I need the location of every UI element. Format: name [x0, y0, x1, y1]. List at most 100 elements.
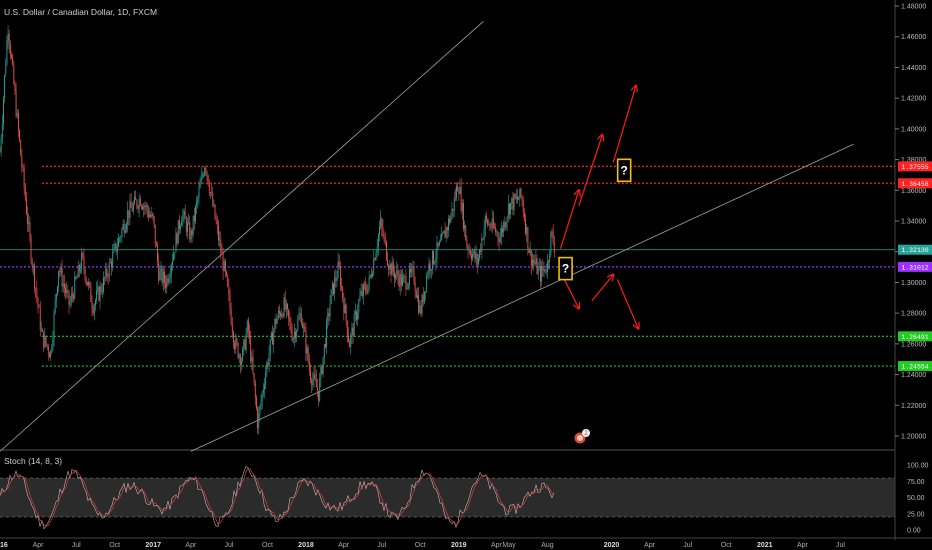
candle-body	[38, 306, 40, 308]
candle-body	[282, 314, 284, 317]
candle-body	[112, 252, 114, 268]
candle-body	[298, 316, 300, 320]
candle-body	[279, 310, 280, 313]
candle-body	[147, 211, 149, 217]
candle-body	[254, 382, 256, 398]
candle-body	[84, 269, 86, 280]
candle-body	[113, 247, 115, 253]
candle-body	[151, 213, 153, 217]
candle-body	[142, 206, 144, 210]
candle-body	[36, 289, 38, 298]
candle-body	[403, 276, 405, 278]
candle-body	[530, 250, 532, 266]
candle-body	[453, 197, 455, 211]
candle-body	[463, 202, 464, 229]
candle-body	[482, 238, 484, 240]
time-axis[interactable]: 2016 Apr Jul Oct 2017 Apr Jul Oct 2018 Apr Jul Oct 2…	[0, 542, 845, 549]
candle-body	[328, 313, 330, 317]
candle-body	[184, 210, 186, 219]
candle-body	[477, 258, 479, 265]
stochastic-panel: 100.00 75.00 50.00 25.00 0.00	[0, 463, 929, 535]
candle-body	[15, 91, 17, 117]
candle-body	[444, 230, 446, 238]
candle-body	[40, 329, 42, 331]
candle-body	[46, 344, 48, 347]
question-box	[558, 256, 573, 281]
candle-body	[517, 196, 518, 200]
candle-body	[300, 313, 302, 325]
candle-body	[488, 223, 490, 225]
time-tick-label: 2020	[604, 542, 620, 549]
candle-body	[67, 290, 69, 291]
candle-body	[120, 237, 122, 238]
candle-body	[166, 278, 168, 288]
candle-body	[308, 362, 310, 371]
candle-body	[312, 379, 314, 386]
candle-body	[541, 266, 543, 282]
candle-body	[446, 227, 448, 231]
candle-body	[548, 261, 549, 262]
candle-body	[216, 222, 218, 227]
candle-body	[0, 138, 2, 153]
candle-body	[80, 269, 81, 272]
candle-body	[465, 225, 467, 241]
candle-body	[233, 332, 234, 343]
candle-body	[512, 197, 514, 210]
candle-body	[306, 347, 308, 354]
candle-body	[267, 362, 269, 366]
candle-body	[16, 113, 18, 117]
candle-body	[464, 225, 466, 229]
candle-body	[320, 366, 322, 379]
candle-body	[471, 255, 472, 260]
candle-body	[513, 194, 515, 210]
candle-body	[159, 271, 161, 281]
candle-body	[457, 186, 459, 192]
candle-body	[450, 215, 452, 223]
candle-body	[9, 44, 11, 55]
candle-body	[484, 215, 486, 228]
time-tick-label: 2019	[451, 542, 467, 549]
candle-body	[366, 290, 368, 294]
candle-body	[70, 294, 72, 303]
candle-body	[272, 332, 273, 345]
candle-body	[158, 260, 160, 281]
alert-icon[interactable]: 2	[574, 429, 591, 444]
candle-body	[331, 283, 333, 290]
candle-body	[426, 275, 428, 292]
candle-body	[165, 282, 167, 288]
stoch-tick-label: 50.00	[907, 495, 925, 502]
candle-body	[77, 265, 79, 278]
candle-body	[440, 240, 441, 242]
candle-body	[51, 348, 53, 351]
time-tick-label: Apr	[185, 542, 197, 549]
candle-body	[86, 281, 88, 286]
candle-body	[191, 230, 193, 235]
candle-body	[226, 271, 227, 276]
candle-body	[221, 252, 223, 254]
candle-body	[91, 301, 93, 309]
candle-body	[404, 276, 406, 277]
candle-body	[527, 227, 529, 249]
candle-body	[5, 64, 7, 76]
price-tag-label: 1.31012	[901, 264, 928, 271]
candle-body	[242, 348, 244, 361]
candle-body	[257, 408, 259, 428]
candle-body	[553, 242, 555, 253]
candle-body	[269, 339, 271, 354]
candle-body	[436, 242, 438, 258]
stoch-tick-label: 25.00	[907, 511, 925, 518]
candle-body	[196, 201, 198, 207]
candle-body	[380, 218, 382, 228]
candle-body	[101, 291, 103, 293]
candle-body	[100, 286, 102, 293]
candle-body	[495, 228, 497, 233]
candle-body	[356, 311, 357, 320]
candle-body	[145, 205, 147, 208]
time-tick-label: Jul	[683, 542, 692, 549]
candle-body	[338, 261, 340, 268]
candle-body	[422, 295, 424, 303]
candle-body	[394, 271, 395, 279]
price-tag-label: 1.36458	[901, 181, 928, 188]
candle-body	[341, 286, 342, 287]
